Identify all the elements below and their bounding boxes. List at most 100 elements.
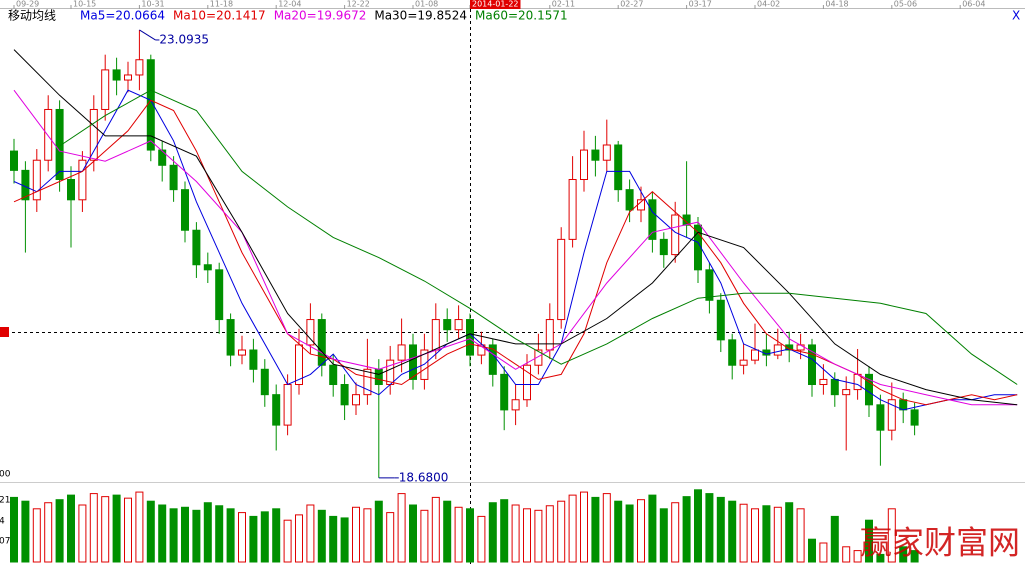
- candle-body: [545, 319, 554, 351]
- volume-bar: [397, 493, 406, 563]
- candle-body: [329, 364, 338, 386]
- candle-body: [488, 344, 497, 375]
- candle-body: [181, 189, 189, 231]
- volume-bar: [602, 493, 611, 563]
- candle-body: [602, 144, 611, 161]
- volume-bar: [830, 515, 839, 563]
- x-tick-label: 03-17: [689, 0, 712, 9]
- candle-body: [671, 214, 680, 256]
- volume-bar: [865, 519, 873, 563]
- volume-bar: [443, 500, 452, 563]
- volume-bar: [545, 505, 554, 563]
- volume-bar: [773, 506, 782, 563]
- volume-bar: [226, 508, 235, 563]
- candle-body: [89, 108, 98, 161]
- candle-body: [773, 344, 782, 356]
- candle-body: [853, 373, 862, 391]
- volume-bar: [67, 494, 75, 563]
- x-tick-label: 01-08: [415, 0, 438, 9]
- volume-bar: [431, 496, 440, 563]
- volume-bar: [648, 494, 657, 563]
- candle-body: [728, 339, 737, 366]
- candle-body: [203, 264, 212, 271]
- candle-body: [625, 189, 634, 211]
- volume-bar: [44, 502, 53, 563]
- volume-axis-label: 07: [0, 537, 10, 547]
- ma-line: [13, 89, 1018, 411]
- candle-body: [317, 319, 326, 366]
- x-tick-label: 06-04: [962, 0, 985, 9]
- candle-body: [283, 384, 292, 426]
- volume-bar: [785, 502, 794, 563]
- candle-body: [306, 319, 315, 346]
- cursor-marker: [0, 327, 9, 337]
- x-tick-label: 12-04: [278, 0, 301, 9]
- candle-body: [716, 299, 725, 341]
- candle-body: [511, 399, 520, 411]
- x-tick-label: 04-02: [757, 0, 780, 9]
- x-tick-label: 05-06: [894, 0, 917, 9]
- volume-bar: [808, 538, 816, 563]
- candle-body: [876, 404, 885, 431]
- volume-bar: [203, 502, 212, 563]
- volume-bar: [374, 500, 383, 563]
- candle-body: [580, 149, 588, 181]
- candle-body: [272, 394, 281, 426]
- candle-body: [454, 319, 463, 331]
- volume-bar: [306, 504, 315, 563]
- candle-body: [694, 224, 702, 271]
- volume-bar: [101, 496, 110, 563]
- volume-bar: [796, 508, 805, 563]
- volume-bar: [124, 497, 132, 563]
- candle-body: [124, 74, 132, 81]
- candle-body: [614, 144, 623, 191]
- candle-body: [568, 179, 577, 240]
- volume-bar: [557, 500, 566, 563]
- volume-bar: [853, 550, 862, 563]
- watermark: 赢家财富网: [860, 524, 1020, 562]
- volume-bar: [249, 515, 258, 563]
- candle-body: [374, 368, 383, 386]
- volume-bar: [135, 491, 144, 563]
- candle-body: [352, 394, 360, 406]
- candle-body: [295, 344, 303, 386]
- legend-entry: Ma10=20.1417: [173, 9, 266, 23]
- volume-bar: [568, 494, 577, 563]
- volume-bar: [21, 500, 30, 563]
- volume-bar: [580, 491, 588, 563]
- close-button[interactable]: X: [1012, 9, 1020, 23]
- candle-body: [705, 269, 714, 301]
- volume-bar: [260, 511, 269, 563]
- volume-bar: [477, 515, 486, 563]
- volume-axis-label: 00: [0, 470, 11, 480]
- volume-bar: [659, 508, 668, 563]
- candle-body: [169, 164, 178, 191]
- volume-bar: [181, 506, 189, 563]
- volume-bar: [89, 493, 98, 563]
- candle-body: [534, 349, 543, 366]
- volume-bar: [329, 515, 338, 563]
- volume-bar: [899, 546, 908, 563]
- candle-body: [10, 150, 18, 171]
- annotation-label: 18.6800: [399, 470, 449, 484]
- volume-bar: [694, 489, 702, 563]
- candle-body: [659, 238, 668, 256]
- volume-bar: [523, 508, 531, 563]
- candle-body: [819, 378, 828, 386]
- volume-bar: [534, 509, 543, 563]
- volume-bar: [192, 509, 201, 563]
- volume-bar: [238, 512, 246, 563]
- volume-bar: [466, 508, 474, 563]
- volume-bar: [819, 542, 828, 563]
- volume-bar: [728, 500, 737, 563]
- x-tick-label: 10-15: [73, 0, 96, 9]
- volume-bar: [215, 505, 224, 563]
- candle-body: [397, 344, 406, 361]
- x-tick-label: 12-22: [347, 0, 370, 9]
- legend-entry: Ma5=20.0664: [80, 9, 165, 23]
- indicator-title: 移动均线: [8, 9, 56, 23]
- volume-axis-label: 21: [0, 496, 10, 506]
- candle-body: [682, 214, 691, 226]
